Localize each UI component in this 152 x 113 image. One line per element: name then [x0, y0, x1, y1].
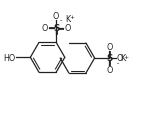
Text: K: K — [65, 14, 70, 23]
Text: O: O — [53, 12, 59, 21]
Text: S: S — [53, 24, 59, 33]
Text: O: O — [117, 54, 123, 63]
Text: -: - — [59, 17, 62, 23]
Text: O: O — [106, 66, 112, 75]
Text: S: S — [106, 54, 112, 63]
Text: +: + — [123, 55, 129, 60]
Text: O: O — [64, 24, 71, 33]
Text: O: O — [42, 24, 48, 33]
Text: K: K — [120, 54, 125, 63]
Text: HO: HO — [3, 53, 15, 62]
Text: O: O — [106, 42, 112, 51]
Text: -: - — [117, 60, 119, 65]
Text: +: + — [69, 15, 74, 20]
